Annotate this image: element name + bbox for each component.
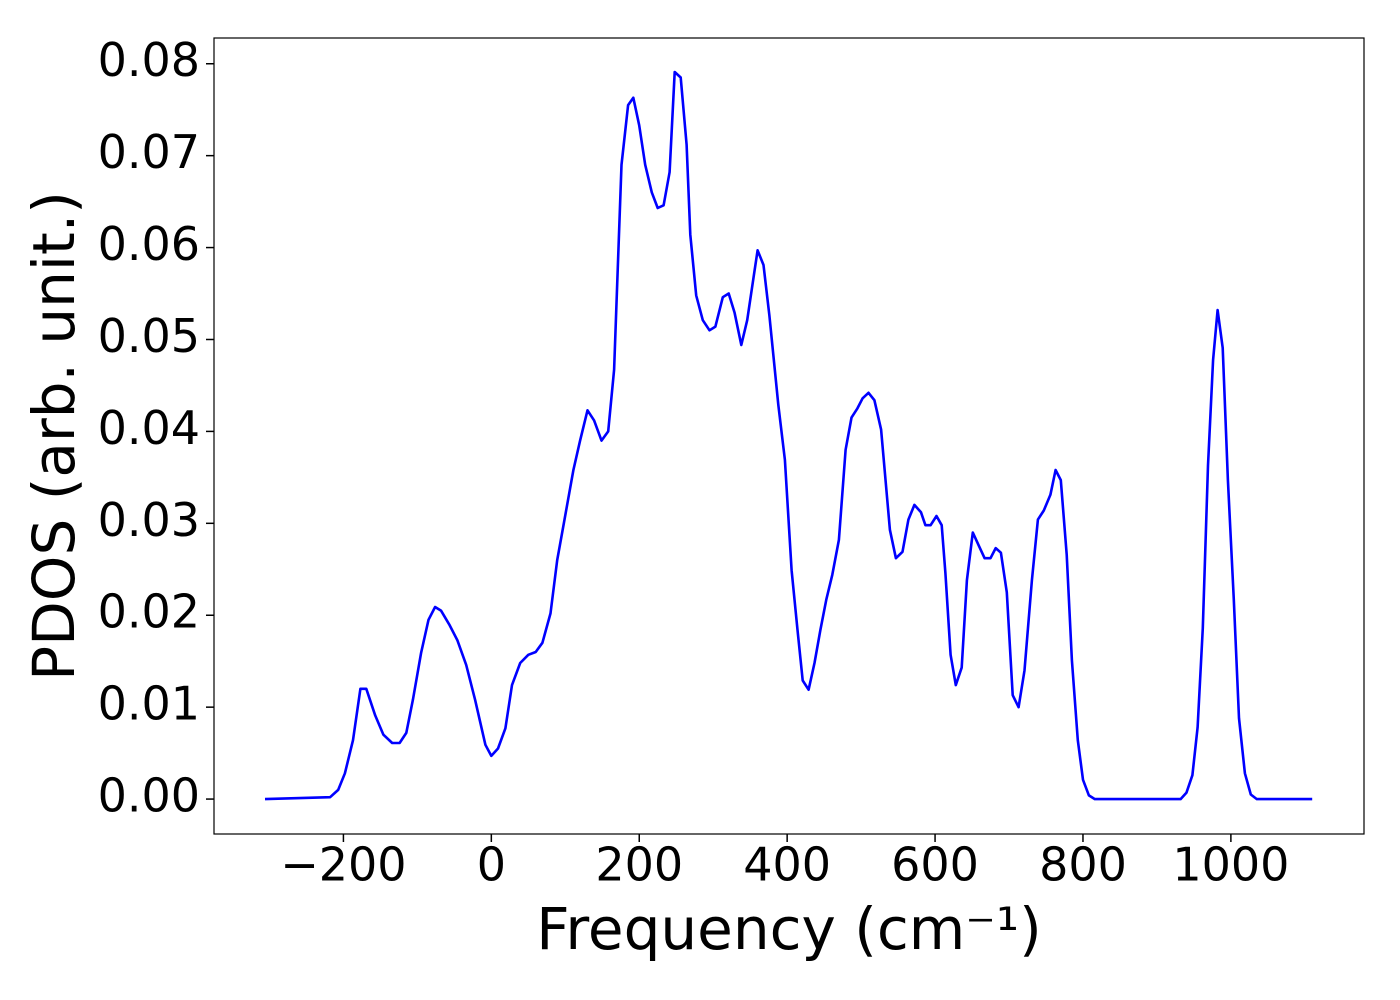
y-tick-label: 0.08 [98,33,200,87]
y-tick-label: 0.03 [98,493,200,547]
x-tick-label: 200 [595,838,683,892]
data-line [264,70,1313,801]
y-tick-label: 0.06 [98,217,200,271]
y-tick-label: 0.01 [98,677,200,731]
x-axis-label: Frequency (cm⁻¹) [536,895,1042,963]
plot-frame [213,37,1365,835]
x-tick-label: 400 [743,838,831,892]
x-tick-label: 0 [477,838,506,892]
x-tick-label: −200 [280,838,406,892]
y-tick-label: 0.04 [98,401,200,455]
x-tick-label: 800 [1039,838,1127,892]
x-tick-label: 1000 [1172,838,1289,892]
x-tick-label: 600 [891,838,979,892]
y-axis-label: PDOS (arb. unit.) [20,191,88,681]
y-tick-label: 0.00 [98,769,200,823]
y-tick-label: 0.05 [98,309,200,363]
y-tick-label: 0.07 [98,125,200,179]
y-tick-label: 0.02 [98,585,200,639]
